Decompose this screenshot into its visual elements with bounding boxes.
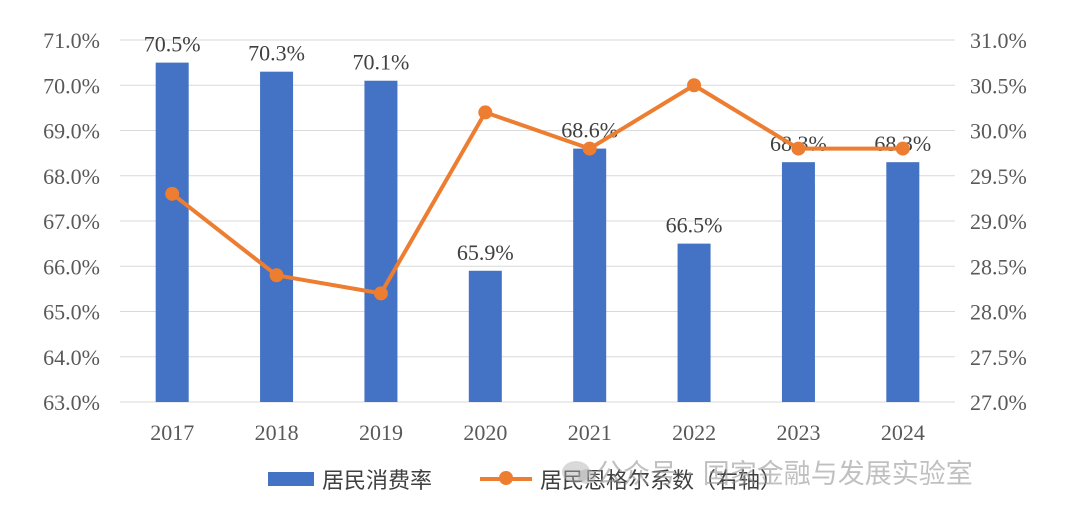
line-path xyxy=(170,83,903,296)
line-point xyxy=(791,141,806,156)
bar xyxy=(155,62,189,402)
x-tick-label: 2021 xyxy=(568,420,612,445)
left-tick-label: 70.0% xyxy=(43,73,100,98)
bar-data-label: 70.1% xyxy=(353,50,410,75)
legend-bar-label: 居民消费率 xyxy=(322,469,433,494)
bar xyxy=(260,71,294,403)
right-tick-label: 31.0% xyxy=(970,28,1027,53)
x-tick-label: 2018 xyxy=(255,420,299,445)
legend-line-swatch xyxy=(480,471,533,485)
bar-data-label: 65.9% xyxy=(457,240,514,265)
bar xyxy=(677,243,711,402)
right-tick-label: 28.0% xyxy=(970,300,1027,325)
legend-item-bar: 居民消费率 xyxy=(268,463,432,495)
line-point xyxy=(687,78,702,93)
left-tick-label: 71.0% xyxy=(43,28,100,53)
left-tick-label: 65.0% xyxy=(43,300,100,325)
watermark: 公众号 · 国家金融与发展实验室 xyxy=(562,452,973,491)
right-tick-label: 27.0% xyxy=(970,390,1027,415)
x-tick-label: 2020 xyxy=(463,420,507,445)
line-point xyxy=(895,141,910,156)
legend-item-line: 居民恩格尔系数（右轴） xyxy=(480,463,782,495)
bar xyxy=(886,162,920,402)
legend: 居民消费率 居民恩格尔系数（右轴） xyxy=(268,463,830,495)
legend-line-label: 居民恩格尔系数（右轴） xyxy=(540,469,783,494)
bar-data-label: 70.5% xyxy=(144,32,201,57)
bar xyxy=(781,162,815,402)
left-axis-ticks: 63.0% 64.0% 65.0% 66.0% 67.0% 68.0% 69.0% 70.0%… xyxy=(43,28,100,415)
bar xyxy=(468,270,502,402)
bar xyxy=(573,148,607,402)
line-point xyxy=(269,268,284,283)
line-point xyxy=(165,186,180,201)
x-tick-label: 2017 xyxy=(150,420,194,445)
left-tick-label: 69.0% xyxy=(43,119,100,144)
right-axis-ticks: 27.0% 27.5% 28.0% 28.5% 29.0% 29.5% 30.0% 30.5%… xyxy=(970,28,1027,415)
right-tick-label: 29.5% xyxy=(970,164,1027,189)
x-tick-label: 2024 xyxy=(881,420,925,445)
x-tick-label: 2023 xyxy=(776,420,820,445)
x-axis-ticks: 2017 2018 2019 2020 2021 2022 2023 2024 xyxy=(150,420,925,445)
wechat-icon xyxy=(562,460,596,484)
bar-data-label: 66.5% xyxy=(666,213,723,238)
right-tick-label: 29.0% xyxy=(970,209,1027,234)
legend-bar-swatch xyxy=(268,472,314,486)
left-tick-label: 64.0% xyxy=(43,345,100,370)
bar xyxy=(364,80,398,402)
bar-data-label: 70.3% xyxy=(248,41,305,66)
watermark-text: 公众号 · 国家金融与发展实验室 xyxy=(596,459,973,490)
x-tick-label: 2022 xyxy=(672,420,716,445)
right-tick-label: 28.5% xyxy=(970,254,1027,279)
line-point xyxy=(373,286,388,301)
line-point xyxy=(582,141,597,156)
right-tick-label: 27.5% xyxy=(970,345,1027,370)
right-tick-label: 30.0% xyxy=(970,119,1027,144)
line-series xyxy=(165,78,910,301)
left-tick-label: 68.0% xyxy=(43,164,100,189)
bar-series xyxy=(155,62,920,403)
right-tick-label: 30.5% xyxy=(970,73,1027,98)
line-point xyxy=(478,105,493,120)
left-tick-label: 63.0% xyxy=(43,390,100,415)
gridlines xyxy=(120,39,955,403)
left-tick-label: 66.0% xyxy=(43,254,100,279)
left-tick-label: 67.0% xyxy=(43,209,100,234)
x-tick-label: 2019 xyxy=(359,420,403,445)
